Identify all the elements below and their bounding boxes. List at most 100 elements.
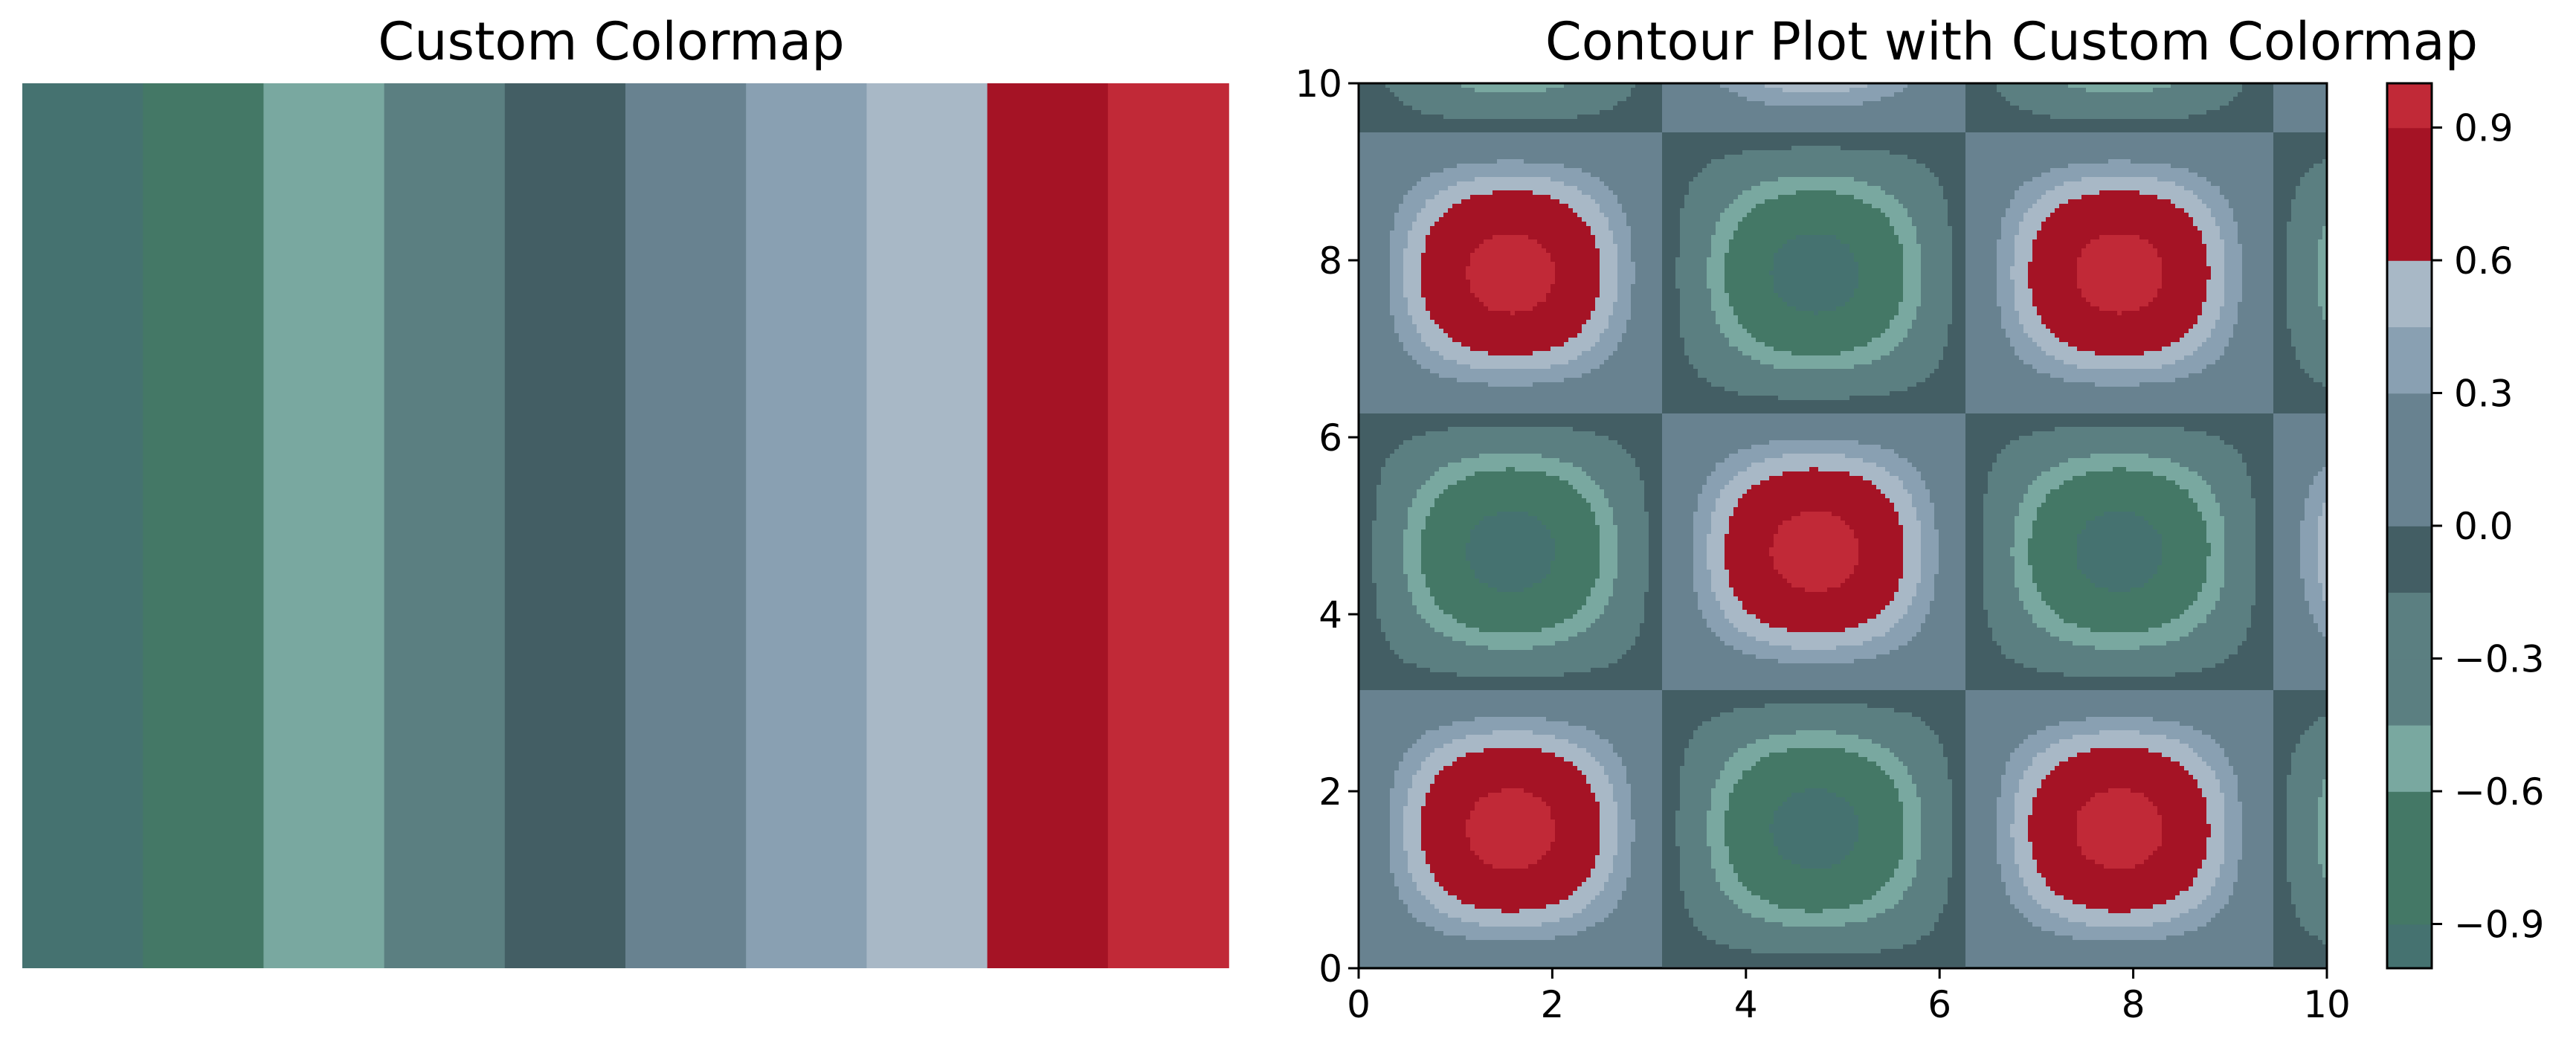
contour-cell bbox=[1582, 324, 1609, 329]
contour-cell bbox=[1412, 436, 1609, 441]
contour-cell bbox=[1359, 199, 1404, 205]
contour-cell bbox=[1564, 181, 1605, 187]
contour-cell bbox=[1390, 284, 1404, 289]
contour-cell bbox=[2206, 561, 2225, 566]
contour-cell bbox=[2273, 735, 2301, 740]
contour-cell bbox=[2220, 784, 2238, 789]
contour-cell bbox=[1948, 208, 1966, 213]
contour-cell bbox=[1662, 891, 1685, 896]
contour-cell bbox=[1403, 289, 1422, 294]
contour-cell bbox=[2305, 730, 2327, 735]
contour-cell bbox=[2059, 485, 2180, 490]
contour-cell bbox=[1988, 619, 2033, 624]
contour-cell bbox=[1635, 83, 1663, 88]
contour-cell bbox=[1359, 253, 1391, 258]
contour-cell bbox=[2215, 324, 2234, 329]
contour-cell bbox=[1778, 195, 1855, 200]
contour-cell bbox=[1600, 574, 1618, 579]
contour-cell bbox=[1720, 712, 1913, 718]
contour-cell bbox=[1662, 396, 1779, 401]
contour-cell bbox=[1488, 351, 1533, 356]
contour-cell bbox=[2077, 828, 2163, 834]
contour-cell bbox=[1662, 132, 1966, 138]
contour-cell bbox=[1466, 623, 1556, 628]
contour-cell bbox=[1916, 512, 1935, 517]
contour-cell bbox=[2202, 311, 2221, 316]
contour-cell bbox=[2086, 802, 2154, 807]
contour-cell bbox=[2313, 480, 2327, 486]
contour-cell bbox=[1555, 556, 1600, 561]
contour-cell bbox=[1716, 467, 1748, 472]
contour-cell bbox=[2104, 864, 2136, 869]
contour-cell bbox=[1466, 543, 1556, 548]
contour-cell bbox=[2287, 311, 2323, 316]
contour-cell bbox=[1359, 181, 1417, 187]
contour-cell bbox=[1600, 208, 1623, 213]
contour-cell bbox=[1725, 280, 1774, 285]
contour-cell bbox=[1965, 204, 2011, 209]
contour-cell bbox=[2291, 342, 2327, 347]
contour-cell bbox=[1720, 770, 1743, 776]
contour-cell bbox=[1421, 837, 1471, 843]
contour-cell bbox=[1783, 454, 1846, 459]
contour-cell bbox=[1359, 668, 1431, 673]
contour-cell bbox=[2229, 761, 2274, 767]
contour-cell bbox=[1783, 855, 1846, 860]
contour-cell bbox=[1390, 806, 1404, 811]
contour-cell bbox=[1965, 761, 2006, 767]
contour-cell bbox=[1903, 480, 1926, 486]
contour-cell bbox=[1577, 886, 1605, 892]
contour-cell bbox=[1426, 480, 1458, 486]
contour-cell bbox=[1591, 873, 1609, 878]
contour-cell bbox=[1434, 775, 1587, 780]
contour-cell bbox=[2157, 570, 2207, 575]
contour-cell bbox=[2305, 596, 2323, 602]
contour-cell bbox=[1662, 895, 1685, 901]
contour-cell bbox=[1600, 271, 1618, 276]
contour-cell bbox=[1939, 543, 1966, 548]
contour-cell bbox=[1965, 793, 2002, 798]
contour-cell bbox=[1591, 195, 1618, 200]
contour-cell bbox=[1631, 855, 1663, 860]
contour-cell bbox=[1858, 284, 1904, 289]
contour-cell bbox=[1376, 614, 1422, 619]
contour-cell bbox=[2050, 744, 2189, 749]
contour-cell bbox=[1595, 864, 1614, 869]
contour-cell bbox=[1403, 753, 1431, 758]
contour-cell bbox=[1680, 878, 1716, 883]
contour-cell bbox=[2032, 570, 2082, 575]
contour-cell bbox=[1907, 333, 1948, 338]
contour-cell bbox=[2193, 628, 2247, 633]
contour-cell bbox=[1997, 284, 2015, 289]
contour-cell bbox=[1582, 217, 1609, 222]
contour-cell bbox=[1983, 592, 2020, 597]
contour-cell bbox=[1430, 369, 1591, 374]
contour-cell bbox=[2015, 574, 2033, 579]
contour-cell bbox=[1439, 494, 1582, 499]
contour-cell bbox=[1662, 405, 1966, 410]
contour-cell bbox=[2010, 552, 2029, 557]
contour-cell bbox=[1899, 199, 1948, 205]
contour-cell bbox=[2273, 779, 2287, 785]
contour-cell bbox=[2193, 324, 2216, 329]
contour-cell bbox=[2273, 953, 2327, 959]
contour-cell bbox=[1725, 538, 1774, 544]
contour-cell bbox=[1965, 146, 2274, 151]
contour-cell bbox=[1662, 222, 1681, 227]
contour-cell bbox=[1649, 583, 1663, 588]
contour-cell bbox=[1617, 811, 1632, 816]
contour-cell bbox=[2077, 534, 2163, 539]
contour-cell bbox=[1443, 329, 1582, 334]
contour-cell bbox=[2220, 355, 2274, 361]
contour-cell bbox=[2028, 735, 2073, 740]
contour-cell bbox=[2287, 806, 2319, 811]
contour-cell bbox=[1412, 315, 1431, 321]
contour-cell bbox=[1965, 190, 2015, 196]
contour-cell bbox=[1845, 628, 1890, 633]
contour-cell bbox=[1693, 521, 1712, 526]
contour-cell bbox=[1662, 92, 1739, 97]
contour-cell bbox=[1881, 355, 1944, 361]
contour-cell bbox=[1791, 645, 1837, 651]
contour-cell bbox=[2202, 235, 2221, 240]
contour-cell bbox=[1707, 271, 1725, 276]
